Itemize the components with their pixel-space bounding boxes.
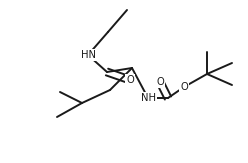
Text: HN: HN <box>81 50 95 60</box>
Text: O: O <box>156 77 164 87</box>
Text: O: O <box>126 75 134 85</box>
Text: O: O <box>180 82 188 92</box>
Text: NH: NH <box>141 93 155 103</box>
